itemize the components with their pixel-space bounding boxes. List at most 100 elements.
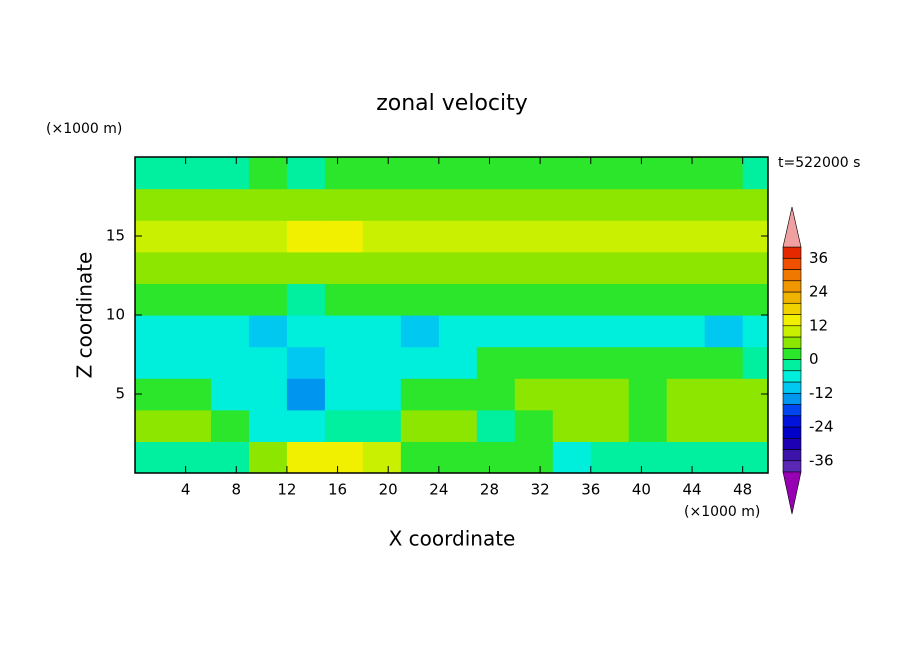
contour-cell	[324, 378, 364, 411]
contour-cell	[400, 378, 440, 411]
contour-cell	[324, 220, 364, 253]
y-tick-label: 10	[106, 306, 125, 324]
contour-cell	[476, 315, 516, 348]
contour-cell	[552, 283, 592, 316]
colorbar-box	[782, 280, 802, 293]
contour-cell	[135, 409, 174, 442]
colorbar-box	[782, 437, 802, 450]
contour-cell	[590, 188, 630, 221]
contour-cell	[362, 157, 402, 190]
colorbar-box	[782, 359, 802, 372]
contour-cell	[362, 188, 402, 221]
contour-cell	[362, 409, 402, 442]
contour-cell	[704, 283, 744, 316]
contour-cell	[666, 378, 706, 411]
colorbar-box	[782, 246, 802, 259]
contour-cell	[248, 157, 288, 190]
contour-cell	[590, 346, 630, 379]
contour-cell	[400, 283, 440, 316]
contour-cell	[476, 188, 516, 221]
contour-cell	[666, 346, 706, 379]
contour-cell	[476, 409, 516, 442]
contour-cell	[666, 315, 706, 348]
contour-cell	[514, 378, 554, 411]
colorbar-tick-label: -24	[809, 418, 834, 436]
contour-cell	[628, 157, 668, 190]
contour-cell	[400, 441, 440, 473]
contour-cell	[476, 346, 516, 379]
contour-cell	[514, 188, 554, 221]
contour-cell	[704, 346, 744, 379]
contour-cell	[742, 157, 768, 190]
contour-cell	[172, 441, 212, 473]
colorbar-box	[782, 314, 802, 327]
contour-cell	[210, 346, 250, 379]
contour-cell	[172, 220, 212, 253]
contour-cell	[362, 283, 402, 316]
contour-cell	[286, 188, 326, 221]
contour-cell	[135, 283, 174, 316]
contour-cell	[552, 251, 592, 284]
contour-cell	[742, 251, 768, 284]
contour-cell	[324, 409, 364, 442]
contour-cell	[476, 220, 516, 253]
contour-cell	[438, 409, 478, 442]
contour-cell	[704, 220, 744, 253]
contour-cell	[210, 157, 250, 190]
contour-cell	[666, 283, 706, 316]
contour-cell	[590, 315, 630, 348]
contour-cell	[400, 346, 440, 379]
x-tick-label: 24	[429, 481, 448, 499]
contour-cell	[135, 441, 174, 473]
contour-cell	[172, 188, 212, 221]
contour-cell	[476, 157, 516, 190]
colorbar-tick-label: 12	[809, 316, 828, 334]
contour-cell	[172, 378, 212, 411]
colorbar-box	[782, 269, 802, 282]
colorbar-box	[782, 392, 802, 405]
contour-cell	[248, 346, 288, 379]
contour-cell	[514, 157, 554, 190]
contour-cell	[476, 378, 516, 411]
contour-cell	[438, 315, 478, 348]
colorbar-box	[782, 302, 802, 315]
colorbar-tick-label: 0	[809, 350, 819, 368]
x-tick-label: 48	[733, 481, 752, 499]
contour-cell	[286, 378, 326, 411]
contour-cell	[742, 188, 768, 221]
contour-cell	[704, 441, 744, 473]
contour-cell	[210, 251, 250, 284]
contour-cell	[438, 441, 478, 473]
contour-cell	[248, 220, 288, 253]
y-unit: (×1000 m)	[46, 121, 122, 137]
contour-cell	[248, 409, 288, 442]
contour-cell	[704, 188, 744, 221]
contour-cell	[476, 441, 516, 473]
contour-cell	[742, 283, 768, 316]
colorbar-box	[782, 370, 802, 383]
contour-cell	[400, 409, 440, 442]
contour-cell	[362, 315, 402, 348]
contour-cell	[438, 346, 478, 379]
contour-cell	[210, 441, 250, 473]
contour-cell	[666, 441, 706, 473]
contour-cell	[590, 409, 630, 442]
contour-cell	[514, 220, 554, 253]
contour-cell	[210, 409, 250, 442]
contour-cell	[324, 157, 364, 190]
contour-cell	[400, 251, 440, 284]
colorbar-box	[782, 381, 802, 394]
contour-cell	[590, 378, 630, 411]
contour-cell	[400, 315, 440, 348]
colorbar-box	[782, 460, 802, 473]
colorbar-box	[782, 336, 802, 349]
contour-cell	[742, 441, 768, 473]
contour-cell	[135, 251, 174, 284]
contour-cell	[742, 315, 768, 348]
contour-field	[135, 157, 768, 473]
contour-cell	[628, 378, 668, 411]
contour-cell	[628, 188, 668, 221]
contour-cell	[210, 220, 250, 253]
contour-cell	[248, 283, 288, 316]
